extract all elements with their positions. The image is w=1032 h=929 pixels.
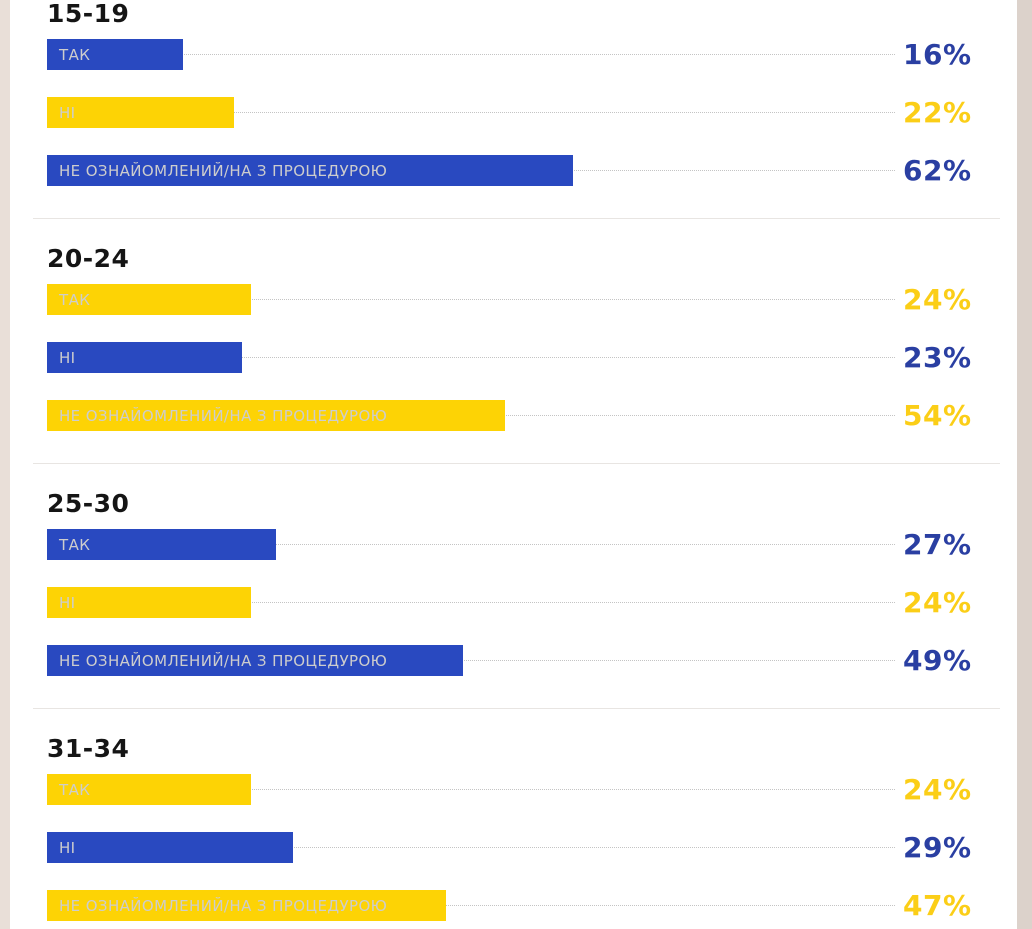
section-divider <box>33 218 1000 219</box>
answer-bar: НЕ ОЗНАЙОМЛЕНИЙ/НА З ПРОЦЕДУРОЮ <box>47 400 505 431</box>
bar-row: ТАК 24% <box>47 773 1017 806</box>
bar-row: НІ 29% <box>47 831 1017 864</box>
percent-value: 27% <box>903 528 972 561</box>
percent-value: 49% <box>903 644 972 677</box>
answer-bar: НЕ ОЗНАЙОМЛЕНИЙ/НА З ПРОЦЕДУРОЮ <box>47 155 573 186</box>
leader-dotted-line <box>47 112 895 113</box>
bar-row: НЕ ОЗНАЙОМЛЕНИЙ/НА З ПРОЦЕДУРОЮ 49% <box>47 644 1017 677</box>
bar-rows: ТАК 27% НІ 24% НЕ ОЗНАЙОМЛЕНИЙ/НА З ПРОЦ… <box>47 528 1017 677</box>
section-divider <box>33 708 1000 709</box>
answer-label: НІ <box>59 348 76 367</box>
answer-label: НІ <box>59 593 76 612</box>
bar-track: ТАК <box>47 284 895 315</box>
bar-track: ТАК <box>47 39 895 70</box>
answer-bar: НІ <box>47 97 234 128</box>
leader-dotted-line <box>47 660 895 661</box>
bar-rows: ТАК 24% НІ 29% НЕ ОЗНАЙОМЛЕНИЙ/НА З ПРОЦ… <box>47 773 1017 922</box>
age-group-title: 31-34 <box>47 734 130 763</box>
leader-dotted-line <box>47 789 895 790</box>
answer-label: НЕ ОЗНАЙОМЛЕНИЙ/НА З ПРОЦЕДУРОЮ <box>59 896 388 915</box>
section-divider <box>33 463 1000 464</box>
bar-track: ТАК <box>47 529 895 560</box>
page-edge-left <box>0 0 10 929</box>
answer-bar: НІ <box>47 832 293 863</box>
percent-value: 23% <box>903 341 972 374</box>
percent-value: 22% <box>903 96 972 129</box>
bar-row: НІ 24% <box>47 586 1017 619</box>
answer-label: НЕ ОЗНАЙОМЛЕНИЙ/НА З ПРОЦЕДУРОЮ <box>59 651 388 670</box>
bar-track: НЕ ОЗНАЙОМЛЕНИЙ/НА З ПРОЦЕДУРОЮ <box>47 645 895 676</box>
bar-rows: ТАК 16% НІ 22% НЕ ОЗНАЙОМЛЕНИЙ/НА З ПРОЦ… <box>47 38 1017 187</box>
answer-bar: ТАК <box>47 284 251 315</box>
leader-dotted-line <box>47 602 895 603</box>
leader-dotted-line <box>47 847 895 848</box>
bar-track: НЕ ОЗНАЙОМЛЕНИЙ/НА З ПРОЦЕДУРОЮ <box>47 155 895 186</box>
bar-row: НЕ ОЗНАЙОМЛЕНИЙ/НА З ПРОЦЕДУРОЮ 62% <box>47 154 1017 187</box>
answer-label: ТАК <box>59 45 91 64</box>
percent-value: 54% <box>903 399 972 432</box>
bar-row: НЕ ОЗНАЙОМЛЕНИЙ/НА З ПРОЦЕДУРОЮ 47% <box>47 889 1017 922</box>
leader-dotted-line <box>47 54 895 55</box>
age-group-section: 15-19 ТАК 16% НІ 22% НЕ ОЗНАЙОМЛЕНИЙ/НА … <box>10 0 1017 219</box>
bar-track: НІ <box>47 832 895 863</box>
age-group-title: 15-19 <box>47 0 130 28</box>
leader-dotted-line <box>47 299 895 300</box>
percent-value: 62% <box>903 154 972 187</box>
bar-rows: ТАК 24% НІ 23% НЕ ОЗНАЙОМЛЕНИЙ/НА З ПРОЦ… <box>47 283 1017 432</box>
answer-label: НІ <box>59 838 76 857</box>
bar-row: ТАК 27% <box>47 528 1017 561</box>
answer-label: НІ <box>59 103 76 122</box>
leader-dotted-line <box>47 905 895 906</box>
leader-dotted-line <box>47 544 895 545</box>
answer-bar: НЕ ОЗНАЙОМЛЕНИЙ/НА З ПРОЦЕДУРОЮ <box>47 645 463 676</box>
percent-value: 24% <box>903 586 972 619</box>
bar-row: НІ 22% <box>47 96 1017 129</box>
bar-track: НІ <box>47 342 895 373</box>
answer-bar: НІ <box>47 342 243 373</box>
answer-bar: НІ <box>47 587 251 618</box>
bar-track: ТАК <box>47 774 895 805</box>
percent-value: 24% <box>903 283 972 316</box>
age-group-section: 31-34 ТАК 24% НІ 29% НЕ ОЗНАЙОМЛЕНИЙ/НА … <box>10 735 1017 929</box>
answer-bar: ТАК <box>47 529 276 560</box>
answer-label: НЕ ОЗНАЙОМЛЕНИЙ/НА З ПРОЦЕДУРОЮ <box>59 161 388 180</box>
bar-row: ТАК 24% <box>47 283 1017 316</box>
answer-label: ТАК <box>59 780 91 799</box>
percent-value: 47% <box>903 889 972 922</box>
leader-dotted-line <box>47 357 895 358</box>
percent-value: 16% <box>903 38 972 71</box>
answer-bar: НЕ ОЗНАЙОМЛЕНИЙ/НА З ПРОЦЕДУРОЮ <box>47 890 446 921</box>
answer-bar: ТАК <box>47 774 251 805</box>
bar-row: НЕ ОЗНАЙОМЛЕНИЙ/НА З ПРОЦЕДУРОЮ 54% <box>47 399 1017 432</box>
percent-value: 24% <box>903 773 972 806</box>
age-group-section: 25-30 ТАК 27% НІ 24% НЕ ОЗНАЙОМЛЕНИЙ/НА … <box>10 490 1017 709</box>
page-edge-right <box>1017 0 1032 929</box>
age-group-section: 20-24 ТАК 24% НІ 23% НЕ ОЗНАЙОМЛЕНИЙ/НА … <box>10 245 1017 464</box>
answer-label: ТАК <box>59 290 91 309</box>
answer-label: НЕ ОЗНАЙОМЛЕНИЙ/НА З ПРОЦЕДУРОЮ <box>59 406 388 425</box>
answer-bar: ТАК <box>47 39 183 70</box>
bar-track: НЕ ОЗНАЙОМЛЕНИЙ/НА З ПРОЦЕДУРОЮ <box>47 400 895 431</box>
bar-row: ТАК 16% <box>47 38 1017 71</box>
age-breakdown-bar-chart: 15-19 ТАК 16% НІ 22% НЕ ОЗНАЙОМЛЕНИЙ/НА … <box>10 0 1017 929</box>
bar-track: НЕ ОЗНАЙОМЛЕНИЙ/НА З ПРОЦЕДУРОЮ <box>47 890 895 921</box>
bar-track: НІ <box>47 97 895 128</box>
age-group-title: 25-30 <box>47 489 130 518</box>
bar-row: НІ 23% <box>47 341 1017 374</box>
percent-value: 29% <box>903 831 972 864</box>
answer-label: ТАК <box>59 535 91 554</box>
age-group-title: 20-24 <box>47 244 130 273</box>
bar-track: НІ <box>47 587 895 618</box>
